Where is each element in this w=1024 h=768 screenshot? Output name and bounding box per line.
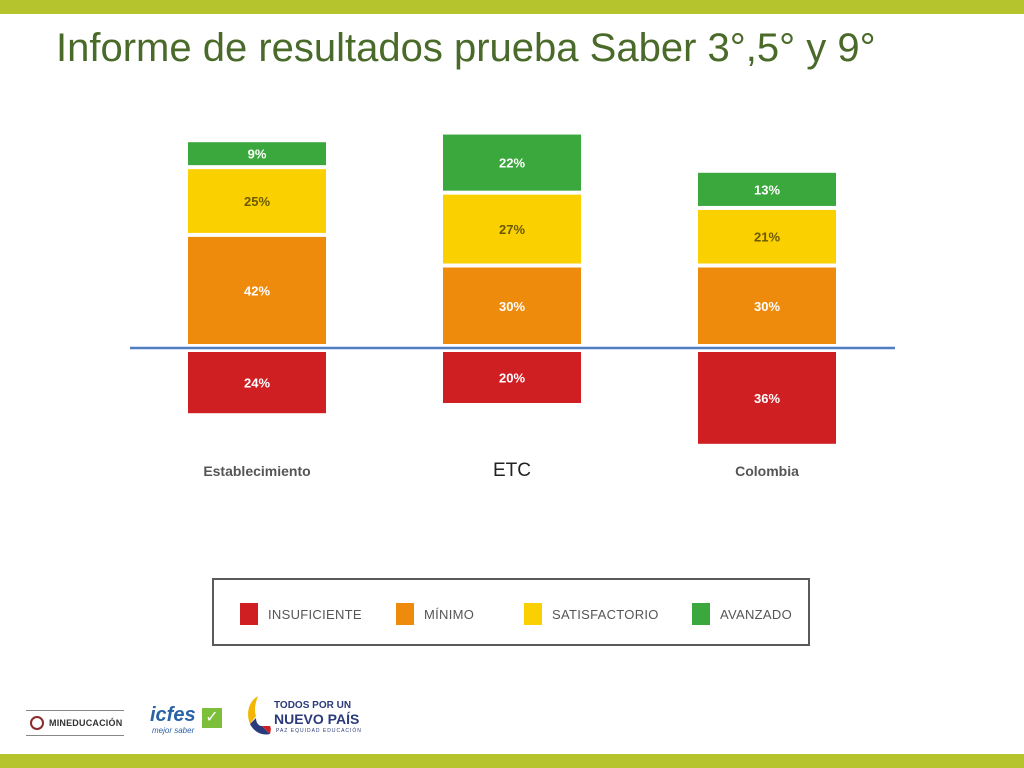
bar-avanzado-2 [698, 172, 836, 206]
legend-swatch-insuficiente [240, 603, 258, 625]
data-label-avanzado-2: 13% [754, 182, 780, 197]
data-label-avanzado-1: 22% [499, 156, 525, 171]
legend-label-avanzado: AVANZADO [720, 606, 792, 622]
legend-item-satisfactorio: SATISFACTORIO [524, 602, 659, 626]
legend-label-insuficiente: INSUFICIENTE [268, 606, 362, 622]
legend-swatch-avanzado [692, 603, 710, 625]
nuevo-pais-logo: TODOS POR UN NUEVO PAÍS PAZ EQUIDAD EDUC… [244, 692, 361, 742]
nuevo-pais-line3: PAZ EQUIDAD EDUCACIÓN [276, 728, 362, 734]
mineducacion-logo: MINEDUCACIÓN [26, 710, 124, 736]
data-label-avanzado-0: 9% [248, 147, 267, 162]
bar-minimo-0 [188, 236, 326, 344]
top-accent-bar [0, 0, 1024, 14]
data-label-minimo-1: 30% [499, 299, 525, 314]
legend-label-minimo: MÍNIMO [424, 606, 475, 622]
legend-swatch-satisfactorio [524, 603, 542, 625]
bar-avanzado-0 [188, 142, 326, 166]
mineducacion-logo-text: MINEDUCACIÓN [49, 718, 123, 728]
coat-of-arms-icon [30, 716, 44, 730]
legend-item-insuficiente: INSUFICIENTE [240, 602, 362, 626]
bar-insuficiente-1 [443, 352, 581, 403]
legend-item-minimo: MÍNIMO [396, 602, 474, 626]
data-label-minimo-2: 30% [754, 299, 780, 314]
bar-minimo-1 [443, 267, 581, 344]
bar-insuficiente-2 [698, 352, 836, 444]
data-label-insuficiente-1: 20% [499, 371, 525, 386]
bar-satisfactorio-0 [188, 169, 326, 233]
icfes-logo-text: icfes [150, 704, 196, 726]
nuevo-pais-line1: TODOS POR UN [274, 700, 352, 711]
category-label-0: Establecimiento [203, 463, 310, 479]
data-label-minimo-0: 42% [244, 283, 270, 298]
slide-title: Informe de resultados prueba Saber 3°,5°… [56, 26, 876, 70]
category-label-1: ETC [493, 460, 531, 481]
checkmark-icon: ✓ [202, 708, 222, 728]
bar-satisfactorio-2 [698, 209, 836, 264]
icfes-logo: icfes mejor saber ✓ [150, 704, 228, 738]
category-label-2: Colombia [735, 463, 799, 479]
legend-swatch-minimo [396, 603, 414, 625]
bottom-accent-bar [0, 754, 1024, 768]
legend-label-satisfactorio: SATISFACTORIO [552, 606, 659, 622]
bar-satisfactorio-1 [443, 194, 581, 264]
nuevo-pais-line2: NUEVO PAÍS [274, 711, 360, 727]
stacked-bar-chart: 24% 42% 25% 9% Establecimiento 20% 30% 27% 22% ET… [130, 134, 895, 481]
nuevo-pais-mark-icon [248, 696, 271, 735]
data-label-insuficiente-2: 36% [754, 391, 780, 406]
data-label-satisfactorio-2: 21% [754, 230, 780, 245]
icfes-logo-tagline: mejor saber [152, 726, 195, 735]
chart-legend: INSUFICIENTE MÍNIMO SATISFACTORIO AVANZA… [212, 578, 810, 646]
data-label-satisfactorio-0: 25% [244, 194, 270, 209]
legend-item-avanzado: AVANZADO [692, 602, 792, 626]
footer-logos: MINEDUCACIÓN icfes mejor saber ✓ TODOS P… [0, 688, 400, 748]
bar-insuficiente-0 [188, 352, 326, 414]
bar-minimo-2 [698, 267, 836, 344]
data-label-satisfactorio-1: 27% [499, 222, 525, 237]
bar-avanzado-1 [443, 134, 581, 191]
data-label-insuficiente-0: 24% [244, 376, 270, 391]
